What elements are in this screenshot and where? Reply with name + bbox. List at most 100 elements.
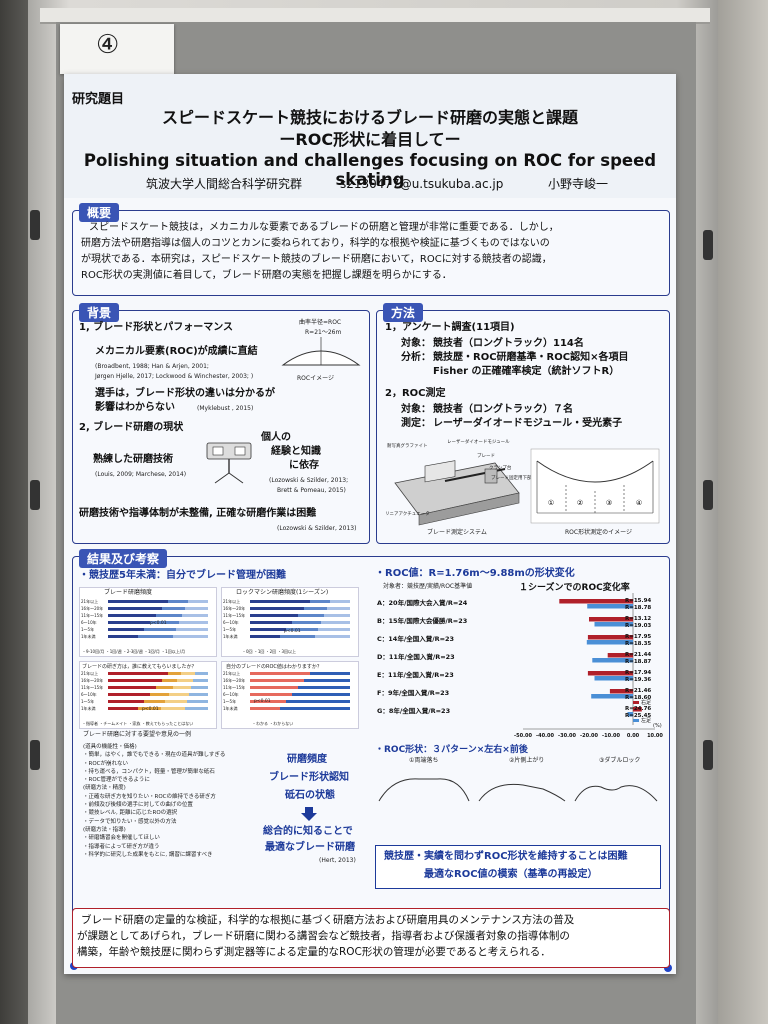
mini-chart-row-label: 11年～15年 (223, 613, 246, 618)
p-value: p<0.01 (142, 707, 159, 712)
abstract-line: ROC形状の実測値に着目して，ブレード研磨の実態を把握し課題を明らかにする． (81, 270, 452, 281)
mini-chart-bar (186, 700, 208, 703)
mini-chart-bar (188, 600, 208, 603)
background-text: 熟練した研磨技術 (93, 454, 173, 465)
opinion-item: (研磨方法・精度) (83, 785, 126, 792)
opinion-item: ・科学的に研究した成果をもとに, 講習に課習すべき (83, 851, 213, 858)
footer-line: が課題としてあげられ，ブレード研磨に関わる講習会など競技者，指導者および保護者対… (77, 930, 570, 942)
mini-chart-bar (250, 628, 286, 631)
mini-chart-bar (286, 700, 350, 703)
mini-chart-row-label: 6～10年 (223, 620, 239, 625)
x-tick-label: -20.00 (580, 733, 598, 739)
method-text: 競技者（ロングトラック）114名 (433, 338, 584, 349)
mini-chart-row-label: 1年未満 (223, 634, 238, 639)
method-text: 競技者（ロングトラック）７名 (433, 404, 573, 415)
roc-column-label: 対象者：競技歴/実績/ROC基準値 (383, 583, 473, 590)
mini-chart-bar (156, 614, 182, 617)
mini-chart-title: ロックマシン研磨頻度(1シーズン) (236, 589, 329, 596)
roc-zone-label: ④ (636, 499, 642, 507)
legend-swatch (633, 719, 639, 722)
mini-chart-row-label: 1～5年 (81, 627, 95, 632)
wall-right (708, 0, 768, 1024)
mini-chart-row-label: 1年未満 (81, 706, 96, 711)
mini-chart-row-label: 16年～20年 (223, 606, 246, 611)
roc-shapes-figure (378, 778, 658, 802)
author-email: s2130477@u.tsukuba.ac.jp (340, 177, 504, 191)
results-left-title: ・競技歴5年未満：自分でブレード管理が困難 (79, 570, 286, 581)
roc-figure-caption: ROCイメージ (297, 375, 334, 382)
measurement-figure-caption: ブレード測定システム (427, 529, 487, 536)
roc-bar (589, 617, 633, 622)
method-label: 対象： (401, 338, 431, 349)
mini-chart-row-label: 11年～15年 (81, 613, 104, 618)
results-section: 結果及び考察 ・競技歴5年未満：自分でブレード管理が困難 ブレード研磨頻度 21… (72, 549, 670, 934)
conclusion-text: 最適なROC値の模索（基準の再設定） (424, 869, 598, 880)
mini-chart-bar (150, 693, 170, 696)
keyword-result: 総合的に知ることで (263, 826, 353, 837)
category-label: G：8年/全国入賞/R=23 (377, 706, 450, 715)
mini-chart-bar (184, 707, 208, 710)
mini-chart-bar (190, 686, 208, 689)
mini-chart-bar (250, 672, 310, 675)
mini-chart-bar (194, 672, 208, 675)
chart-polishing-frequency: ブレード研磨頻度 21年以上 16年～20年 11年～15年 6～10年 1～5年 1年未… (79, 587, 217, 657)
opinion-item: ・研磨講習会を開催してほしい (83, 835, 160, 842)
method-text: レーザーダイオードモジュール・受光素子 (433, 418, 623, 429)
mini-chart-bar (108, 686, 156, 689)
roc-bar (609, 689, 633, 694)
mini-chart-bar (156, 686, 174, 689)
roc-value-label: R=18.78 (625, 605, 651, 611)
mini-chart-bar (298, 614, 324, 617)
figure-label: ブレード (477, 454, 495, 459)
method-text: Fisher の正確確率検定（統計ソフトR） (433, 366, 620, 377)
mini-chart-bar (298, 686, 350, 689)
mini-chart-bar (185, 607, 208, 610)
mini-chart-bar (321, 621, 350, 624)
opinion-list: (道具の機能性・価格) ・簡単，はやく，誰でもできる・現在の道具が難しすぎる ・RO… (83, 743, 253, 859)
roc-bar (586, 640, 633, 645)
mini-chart-bar (138, 635, 173, 638)
roc-value-label: R=25.45 (625, 713, 651, 719)
mini-chart-bar (179, 621, 208, 624)
mini-chart-row-label: 6～10年 (81, 692, 97, 697)
mini-chart-row-label: 1～5年 (223, 627, 237, 632)
mini-chart-bar (168, 600, 188, 603)
opinion-item: (道具の機能性・価格) (83, 744, 137, 750)
roc-figure (281, 337, 361, 366)
roc-zone-label: ③ (606, 499, 612, 507)
x-tick-label: 10.00 (647, 733, 663, 739)
poster-number: ④ (96, 30, 120, 60)
roc-chart-title: １シーズンでのROC変化率 (519, 583, 630, 593)
background-subtitle-1: 1, ブレード形状とパフォーマンス (79, 322, 234, 333)
mini-chart-row-label: 6～10年 (223, 692, 239, 697)
frame-clip (703, 480, 713, 510)
polishing-machine-figure (206, 442, 252, 484)
roc-value-label: R=24.76 (625, 706, 651, 712)
mini-chart-bar (304, 679, 350, 682)
method-section: 方法 1，アンケート調査(11項目) 対象： 競技者（ロングトラック）114名 … (376, 303, 670, 544)
opinion-item: ・ROCが崩れない (83, 760, 128, 767)
wall-left (0, 0, 28, 1024)
mini-chart-bar (250, 693, 292, 696)
mini-chart-row-label: 1年未満 (223, 706, 238, 711)
mini-chart-bar (168, 672, 182, 675)
poster: 研究題目 スピードスケート競技におけるブレード研磨の実態と課題 ーROC形状に着… (64, 74, 676, 974)
x-tick-label: -50.00 (514, 733, 532, 739)
mini-chart-bar (108, 672, 168, 675)
roc-bar (587, 635, 633, 640)
background-text: に依存 (289, 460, 319, 471)
mini-chart-bar (108, 621, 150, 624)
figure-label: 耐写真グラファイト (387, 444, 428, 449)
category-label: D：11年/全国入賞/R=23 (377, 652, 455, 661)
method-label: 分析： (401, 352, 431, 363)
roc-bar (559, 599, 633, 604)
roc-value-label: R=21.46 (625, 688, 651, 694)
conclusion-box: 競技歴・実績を問わずROC形状を維持することは困難 最適なROC値の模索（基準の… (375, 845, 661, 889)
mini-chart-row-label: 1～5年 (223, 699, 237, 704)
background-ref: (Lozowski & Szilder, 2013; (269, 477, 349, 484)
mini-chart-bar (250, 600, 310, 603)
mini-chart-row-label: 11年～15年 (223, 685, 246, 690)
roc-measure-figure: ① ② ③ ④ (530, 448, 660, 524)
figure-label: ブレード固定用下部 (491, 476, 532, 481)
x-tick-label: -40.00 (536, 733, 554, 739)
